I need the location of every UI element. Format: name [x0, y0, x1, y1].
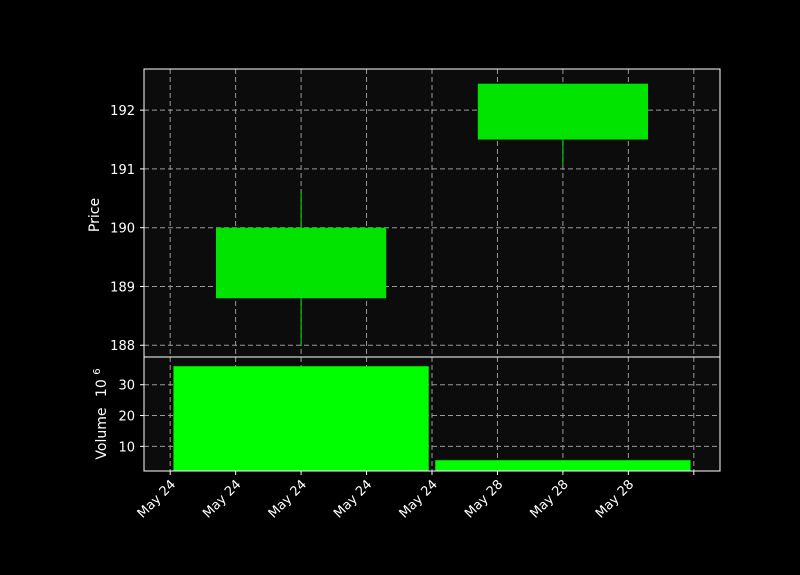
volume-axis-label-base: 10 — [94, 379, 110, 397]
candle-body — [216, 227, 387, 299]
volume-bar — [173, 366, 429, 471]
price-y-tick-label: 189 — [110, 280, 135, 295]
price-y-tick-label: 192 — [110, 104, 135, 119]
price-axis-label: Price — [87, 198, 103, 232]
volume-bars — [173, 366, 691, 471]
volume-bar — [435, 460, 691, 471]
volume-y-tick-label: 20 — [118, 410, 135, 425]
volume-y-ticks: 10 20 30 — [118, 379, 144, 455]
price-panel: 188 189 190 191 192 Price — [87, 68, 721, 358]
price-candles — [216, 83, 648, 346]
price-y-tick-label: 190 — [110, 222, 135, 237]
price-y-ticks: 188 189 190 191 192 — [110, 104, 144, 354]
price-y-tick-label: 188 — [110, 339, 135, 354]
price-y-tick-label: 191 — [110, 163, 135, 178]
volume-axis-label-power: 6 — [92, 368, 103, 374]
volume-axis-label: Volume 10 6 — [92, 368, 110, 459]
volume-y-tick-label: 30 — [118, 379, 135, 394]
volume-y-tick-label: 10 — [118, 440, 135, 455]
volume-axis-label-text: Volume — [94, 408, 110, 460]
volume-panel: 10 20 30 Volume 10 6 — [92, 356, 721, 472]
candle-body — [477, 83, 648, 140]
